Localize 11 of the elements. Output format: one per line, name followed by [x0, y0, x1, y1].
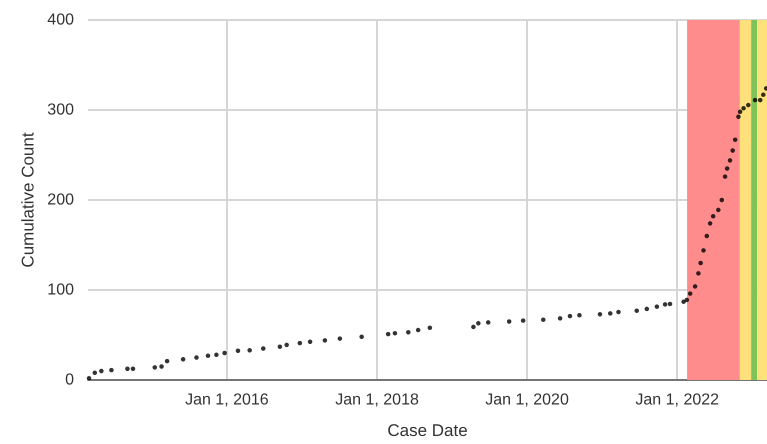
- y-tick-label: 100: [47, 282, 74, 298]
- y-tick-label: 200: [47, 192, 74, 208]
- x-tick-label: Jan 1, 2018: [335, 392, 419, 408]
- x-tick-label: Jan 1, 2020: [485, 392, 569, 408]
- y-tick-label: 0: [65, 372, 74, 388]
- y-axis-title: Cumulative Count: [18, 132, 38, 268]
- y-tick-label: 300: [47, 102, 74, 118]
- x-tick-label: Jan 1, 2022: [635, 392, 720, 408]
- x-tick-label: Jan 1, 2016: [185, 392, 269, 408]
- y-tick-label: 400: [47, 12, 74, 28]
- x-axis-title: Case Date: [387, 421, 468, 440]
